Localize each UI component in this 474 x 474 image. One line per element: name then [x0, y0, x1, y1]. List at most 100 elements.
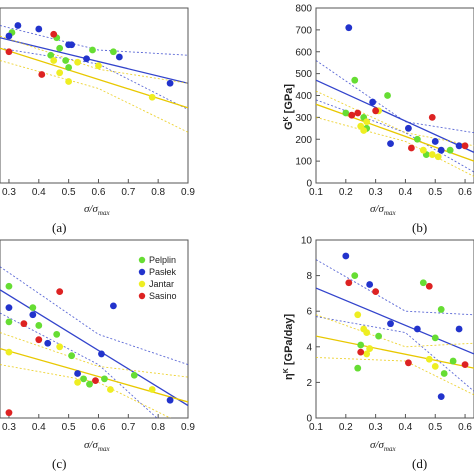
xlabel-a: σ/σmax — [84, 203, 110, 217]
x-tick-label: 0.3 — [369, 187, 383, 198]
legend-marker-3 — [138, 292, 146, 300]
x-tick-label: 0.6 — [458, 187, 472, 198]
point-jantar — [360, 127, 368, 134]
point-pelplin — [101, 375, 108, 383]
point-sasino — [35, 336, 43, 344]
ci-upper-jantar — [0, 35, 188, 84]
plot-area — [0, 22, 188, 133]
point-sasino — [407, 144, 415, 152]
point-sasino — [20, 320, 28, 328]
x-tick-label: 0.3 — [2, 422, 16, 433]
y-tick-label: 100 — [295, 157, 312, 168]
point-jantar — [95, 62, 102, 70]
point-pelplin — [413, 135, 421, 143]
y-tick-label: 6 — [306, 307, 312, 318]
point-pasek — [405, 124, 412, 132]
point-pelplin — [53, 330, 61, 338]
point-pelplin — [351, 76, 359, 84]
point-pelplin — [354, 364, 362, 372]
point-pasek — [366, 281, 374, 288]
y-tick-label: 800 — [295, 4, 312, 15]
plot-frame — [315, 7, 474, 184]
point-pasek — [455, 325, 463, 333]
ci-lower-jantar — [0, 60, 188, 133]
legend-label-2: Jantar — [149, 279, 174, 289]
point-jantar — [419, 146, 427, 154]
ci-lower-jantar — [316, 116, 474, 177]
point-jantar — [434, 153, 442, 161]
point-jantar — [74, 379, 81, 386]
x-tick-label: 0.3 — [369, 422, 383, 433]
point-pasek — [166, 79, 174, 87]
legend-marker-2 — [138, 280, 146, 288]
plot-frame — [0, 7, 189, 184]
point-pasek — [68, 41, 76, 49]
xlabel-b: σ/σmax — [370, 203, 396, 217]
point-pelplin — [68, 352, 76, 360]
point-pasek — [109, 302, 117, 310]
point-pelplin — [5, 318, 13, 326]
fit-line-jantar — [0, 47, 188, 109]
y-tick-label: 8 — [306, 271, 312, 282]
plot-area — [0, 266, 188, 418]
point-sasino — [357, 348, 365, 356]
point-pelplin — [351, 272, 359, 279]
point-jantar — [366, 345, 374, 352]
point-pasek — [5, 304, 13, 312]
point-sasino — [354, 109, 362, 117]
point-jantar — [148, 386, 156, 393]
point-sasino — [38, 71, 46, 78]
point-sasino — [425, 282, 433, 290]
point-pasek — [115, 53, 123, 61]
plot-area — [316, 24, 474, 177]
point-pelplin — [86, 380, 93, 388]
x-tick-label: 0.1 — [309, 187, 323, 198]
point-pasek — [437, 146, 445, 154]
point-jantar — [148, 93, 156, 101]
caption-b: (b) — [412, 220, 427, 235]
point-pasek — [413, 325, 421, 333]
point-pasek — [166, 396, 174, 404]
x-tick-label: 0.7 — [121, 187, 135, 198]
panel-b: 0.1 0.2 0.3 0.4 0.5 0.6 0 100 200 300 400 500 600 700… — [295, 4, 474, 198]
ci-upper-jantar — [316, 314, 474, 348]
y-tick-label: 4 — [306, 342, 312, 353]
point-pelplin — [5, 282, 13, 290]
y-tick-label: 0 — [306, 179, 312, 190]
ci-upper-pasłek — [316, 259, 474, 316]
point-sasino — [428, 113, 436, 121]
point-jantar — [5, 348, 13, 356]
point-sasino — [56, 288, 64, 296]
point-pelplin — [449, 357, 457, 365]
point-jantar — [56, 69, 64, 77]
point-pelplin — [65, 64, 73, 71]
plot-frame — [0, 239, 189, 419]
point-pelplin — [357, 341, 365, 349]
point-pasek — [74, 370, 81, 377]
point-jantar — [363, 118, 371, 126]
point-pelplin — [62, 57, 70, 64]
point-pasek — [387, 320, 394, 328]
ci-upper-jantar — [0, 332, 188, 378]
x-tick-label: 0.6 — [92, 422, 106, 433]
point-jantar — [363, 329, 371, 336]
point-pasek — [369, 98, 377, 106]
ci-lower-pasłek — [0, 312, 158, 418]
x-tick-label: 0.4 — [398, 422, 412, 433]
point-jantar — [65, 78, 73, 85]
y-tick-label: 200 — [295, 135, 312, 146]
legend-label-0: Pelplin — [149, 255, 176, 265]
point-pelplin — [440, 370, 448, 377]
caption-c: (c) — [52, 456, 66, 471]
point-jantar — [363, 350, 371, 358]
point-pasek — [455, 142, 463, 150]
x-tick-label: 0.2 — [339, 422, 353, 433]
panel-d: 0.1 0.2 0.3 0.4 0.5 0.6 0 2 4 6 8 10 — [301, 236, 474, 433]
point-pasek — [83, 55, 90, 63]
xlabel-d: σ/σmax — [370, 439, 396, 453]
y-tick-label: 10 — [301, 236, 313, 247]
point-pasek — [5, 32, 13, 40]
x-tick-label: 0.8 — [151, 422, 165, 433]
point-jantar — [425, 355, 433, 363]
